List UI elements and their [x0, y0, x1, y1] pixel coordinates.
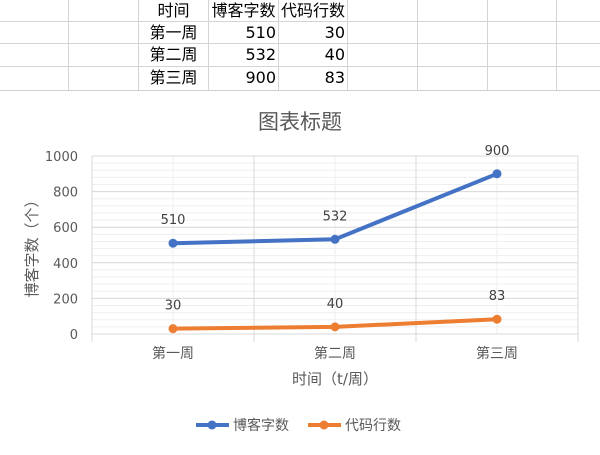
- legend-marker-1: [207, 420, 217, 430]
- table-cell[interactable]: 900: [245, 68, 276, 87]
- y-tick-label: 400: [53, 257, 78, 272]
- row-divider: [0, 66, 600, 67]
- header-cell[interactable]: 时间: [157, 1, 190, 20]
- data-point[interactable]: [492, 169, 502, 179]
- y-tick-label: 600: [53, 221, 78, 236]
- table-cell[interactable]: 30: [324, 23, 345, 42]
- column-divider: [347, 0, 348, 90]
- table-cell[interactable]: 第一周: [149, 23, 198, 42]
- x-tick-label: 第二周: [314, 345, 356, 362]
- row-divider: [0, 43, 600, 44]
- y-tick-label: 1000: [45, 150, 78, 165]
- legend-label[interactable]: 博客字数: [233, 417, 289, 434]
- header-cell[interactable]: 博客字数: [211, 1, 276, 20]
- y-tick-label: 0: [70, 328, 78, 343]
- data-point[interactable]: [330, 322, 340, 332]
- column-divider: [556, 0, 557, 90]
- header-cell[interactable]: 代码行数: [281, 1, 346, 20]
- y-tick-label: 200: [53, 292, 78, 307]
- column-divider: [417, 0, 418, 90]
- data-point[interactable]: [330, 234, 340, 244]
- column-divider: [138, 0, 139, 90]
- data-point[interactable]: [168, 238, 178, 248]
- column-divider: [68, 0, 69, 90]
- data-label: 532: [323, 209, 348, 224]
- data-label: 30: [165, 299, 182, 314]
- data-label: 900: [485, 144, 510, 159]
- y-axis-title[interactable]: 博客字数（个）: [23, 192, 41, 297]
- data-point[interactable]: [492, 314, 502, 324]
- column-divider: [208, 0, 209, 90]
- x-tick-label: 第一周: [152, 345, 194, 362]
- y-tick-label: 800: [53, 186, 78, 201]
- table-cell[interactable]: 第三周: [149, 68, 198, 87]
- data-label: 40: [327, 297, 344, 312]
- chart-svg: 图表标题 时间（t/周） 博客字数（个） 0 200 400 600 800 1000 第一…: [23, 110, 579, 434]
- data-label: 510: [161, 213, 186, 228]
- chart-title[interactable]: 图表标题: [258, 110, 342, 134]
- legend-label[interactable]: 代码行数: [345, 418, 401, 434]
- data-point[interactable]: [168, 324, 178, 334]
- table-cell[interactable]: 第二周: [149, 45, 198, 64]
- legend-marker-2: [319, 420, 329, 430]
- column-divider: [487, 0, 488, 90]
- x-tick-label: 第三周: [476, 345, 518, 362]
- table-cell[interactable]: 532: [245, 45, 276, 64]
- table-cell[interactable]: 83: [324, 68, 345, 87]
- data-label: 83: [489, 289, 506, 304]
- x-axis-title[interactable]: 时间（t/周）: [292, 370, 378, 388]
- row-divider: [0, 21, 600, 22]
- table-cell[interactable]: 510: [245, 23, 276, 42]
- column-divider: [278, 0, 279, 90]
- chart[interactable]: 图表标题 时间（t/周） 博客字数（个） 0 200 400 600 800 1000 第一…: [0, 90, 600, 451]
- table-cell[interactable]: 40: [324, 45, 345, 64]
- spreadsheet-grid: 时间 博客字数 代码行数第一周 510 30 第二周 532 40 第三周 900 83: [0, 0, 600, 90]
